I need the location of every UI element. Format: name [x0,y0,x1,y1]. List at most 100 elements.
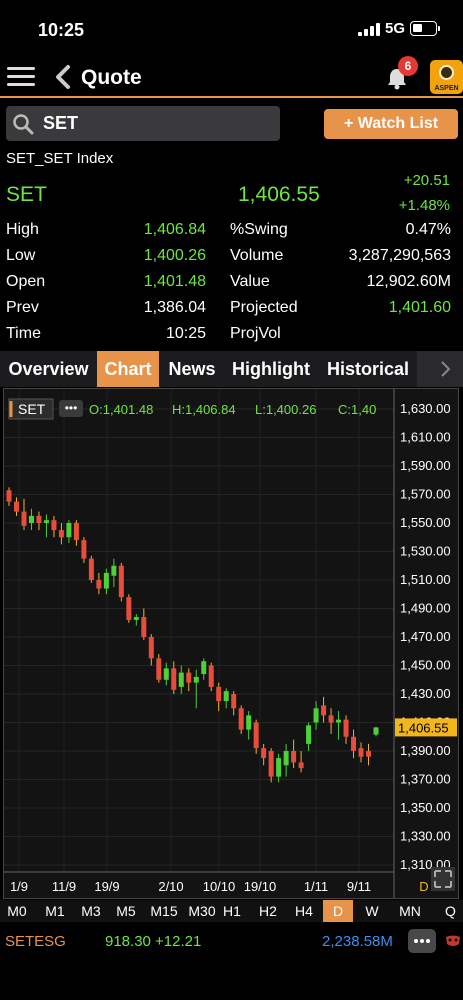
back-chevron-icon[interactable] [52,64,74,90]
stat-label: Time [6,325,41,342]
tab-overview[interactable]: Overview [8,359,89,379]
legend-open: O:1,401.48 [89,402,153,417]
candle-body [66,523,72,538]
candle-body [261,748,267,759]
aspen-logo[interactable]: ASPEN [430,60,463,94]
stat-label: Open [6,273,46,290]
timeframe-q[interactable]: Q [445,903,456,919]
timeframe-h4[interactable]: H4 [295,903,313,919]
price-chart[interactable]: 1,630.00 1,610.00 1,590.00 1,570.00 1,550.00… [3,388,459,899]
tab-news[interactable]: News [168,359,216,379]
watch-list-button[interactable]: + Watch List [324,109,458,139]
candle-body [351,736,357,751]
y-tick-label: 1,350.00 [400,800,451,815]
candle-body [6,490,12,502]
candle-body [283,751,289,766]
timeframe-m30[interactable]: M30 [188,903,216,919]
stat-value: 1,401.48 [143,273,206,290]
battery-icon [410,21,440,36]
stat-value: 1,401.60 [388,299,451,316]
x-tick-label: 19/9 [94,879,119,894]
tab-chart[interactable]: Chart [97,351,159,387]
menu-icon[interactable] [7,66,35,88]
y-tick-label: 1,490.00 [400,601,451,616]
y-tick-label: 1,430.00 [400,686,451,701]
tab-bar: Overview Chart News Highlight Historical [0,351,463,387]
y-tick-label: 1,450.00 [400,658,451,673]
candle-body [186,672,192,683]
timeframe-mn[interactable]: MN [399,903,421,919]
signal-icon [358,22,380,36]
candle-body [163,668,169,680]
legend-high: H:1,406.84 [172,402,236,417]
candle-body [73,523,79,541]
timeframe-d[interactable]: D [323,900,353,922]
candle-body [178,672,184,687]
stat-value: 10:25 [165,325,206,342]
candle-body [43,520,49,523]
page-title: Quote [81,66,142,89]
timeframe-m1[interactable]: M1 [45,903,65,919]
timeframe-h2[interactable]: H2 [259,903,277,919]
candle-body [223,691,229,702]
candle-body [148,637,154,659]
candle-body [366,751,372,757]
mask-icon[interactable] [444,932,462,950]
y-tick-label: 1,370.00 [400,772,451,787]
search-icon [13,114,34,135]
candle-body [88,558,94,580]
timeframe-m5[interactable]: M5 [116,903,136,919]
y-tick-label: 1,470.00 [400,629,451,644]
timeframe-m0[interactable]: M0 [7,903,27,919]
stat-label: ProjVol [230,325,281,342]
candle-body [13,501,19,512]
tab-highlight[interactable]: Highlight [232,359,310,379]
current-price-label: 1,406.55 [398,720,449,735]
candle-body [58,530,64,538]
stat-value: 3,287,290,563 [348,247,451,264]
stat-label: Low [6,247,36,264]
search-input[interactable]: SET [6,106,280,141]
status-time: 10:25 [38,20,85,40]
price-change: +20.51 [403,172,450,189]
y-tick-label: 1,570.00 [400,487,451,502]
search-value: SET [43,113,79,133]
timeframe-m3[interactable]: M3 [81,903,101,919]
candle-body [343,719,349,737]
candle-body [291,751,297,763]
candle-body [216,686,222,702]
timeframe-m15[interactable]: M15 [150,903,178,919]
status-bar: 10:25 5G [0,0,463,58]
stat-label: Value [230,273,270,290]
timeframe-w[interactable]: W [365,903,379,919]
y-tick-label: 1,330.00 [400,829,451,844]
fullscreen-icon[interactable] [431,867,455,891]
timeframe-h1[interactable]: H1 [223,903,241,919]
tab-historical[interactable]: Historical [326,359,410,379]
ticker-name[interactable]: SETESG [5,933,66,950]
y-tick-label: 1,550.00 [400,515,451,530]
x-tick-label: 9/11 [347,879,371,894]
percent-change: +1.48% [398,197,450,214]
notification-badge: 6 [398,56,418,76]
symbol-label: SET [6,183,47,206]
x-tick-label: D [419,879,428,894]
more-button[interactable] [408,929,436,953]
candle-body [336,719,342,723]
stat-label: Volume [230,247,284,264]
chart-menu-button[interactable] [59,400,83,417]
candle-body [268,751,274,777]
tabs-scroll-arrow[interactable] [417,351,463,387]
x-tick-label: 1/11 [304,879,328,894]
stat-value: 0.47% [405,221,451,238]
candle-body [208,665,214,687]
x-tick-label: 11/9 [52,879,76,894]
candle-body [111,565,117,576]
candle-body [21,511,27,526]
candle-body [246,715,252,730]
candle-body [81,540,87,559]
candle-body [133,617,139,620]
candle-body [96,580,102,589]
x-tick-label: 10/10 [203,879,236,894]
candle-body [126,597,132,620]
